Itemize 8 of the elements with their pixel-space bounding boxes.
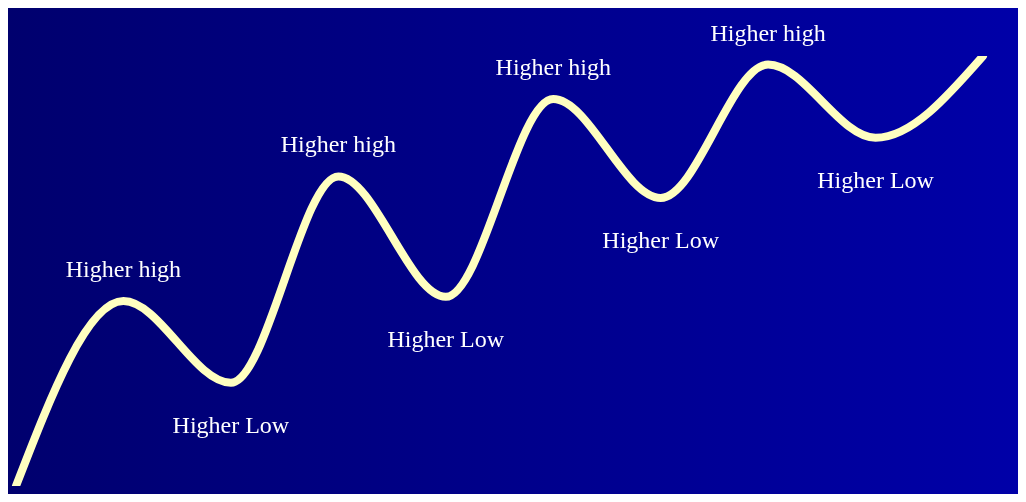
annotation: Higher Low: [172, 411, 290, 438]
annotation: Higher Low: [602, 226, 720, 253]
annotation: Higher high: [710, 19, 826, 46]
annotation: Higher Low: [387, 325, 505, 352]
annotation: Higher high: [280, 131, 396, 158]
annotation: Higher high: [65, 256, 182, 283]
annotation: Higher Low: [817, 166, 935, 193]
annotation: Higher high: [495, 54, 611, 80]
